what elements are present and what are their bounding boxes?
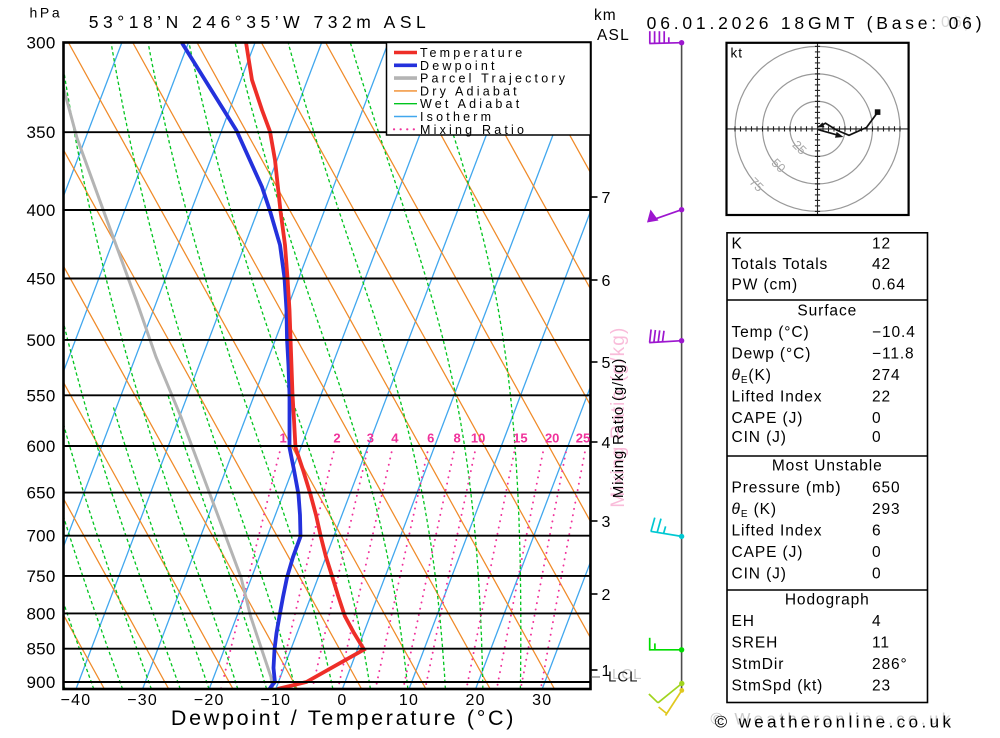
svg-text:4: 4	[872, 613, 882, 630]
svg-text:6: 6	[427, 431, 434, 446]
svg-text:CIN (J): CIN (J)	[732, 429, 787, 446]
svg-text:500: 500	[27, 331, 56, 350]
svg-text:2: 2	[333, 431, 340, 446]
svg-text:53°18’N 246°35’W 732m ASL: 53°18’N 246°35’W 732m ASL	[89, 12, 431, 32]
svg-text:25: 25	[576, 431, 590, 446]
svg-text:ASL: ASL	[597, 27, 630, 44]
svg-text:Hodograph: Hodograph	[785, 592, 870, 609]
svg-text:SREH: SREH	[732, 635, 779, 652]
svg-text:350: 350	[27, 123, 56, 142]
svg-text:550: 550	[27, 386, 56, 405]
svg-text:PW (cm): PW (cm)	[732, 277, 799, 294]
svg-text:06.01.2026 18GMT (Base: 06): 06.01.2026 18GMT (Base: 06)	[647, 13, 986, 33]
svg-text:Most Unstable: Most Unstable	[772, 458, 883, 475]
svg-text:11: 11	[872, 635, 890, 652]
svg-text:274: 274	[872, 367, 901, 384]
svg-text:6: 6	[872, 523, 882, 540]
svg-text:7: 7	[602, 190, 611, 207]
svg-text:300: 300	[27, 34, 56, 53]
svg-text:286°: 286°	[872, 656, 908, 673]
svg-text:6: 6	[602, 273, 611, 290]
svg-text:3: 3	[602, 514, 611, 531]
svg-text:600: 600	[27, 437, 56, 456]
svg-text:kt: kt	[731, 46, 744, 61]
svg-text:hPa: hPa	[30, 5, 63, 21]
svg-text:400: 400	[27, 201, 56, 220]
svg-text:293: 293	[872, 501, 901, 518]
svg-text:22: 22	[872, 389, 891, 406]
svg-text:900: 900	[27, 673, 56, 692]
svg-text:Temp (°C): Temp (°C)	[732, 324, 810, 341]
svg-text:EH: EH	[732, 613, 755, 630]
svg-text:850: 850	[27, 640, 56, 659]
svg-text:0: 0	[872, 544, 882, 561]
svg-text:42: 42	[872, 256, 891, 273]
svg-text:Lifted Index: Lifted Index	[732, 523, 823, 540]
svg-text:© weatheronline.co.uk: © weatheronline.co.uk	[715, 713, 955, 732]
svg-text:650: 650	[872, 480, 901, 497]
svg-text:−30: −30	[127, 692, 158, 709]
svg-text:Totals Totals: Totals Totals	[732, 256, 829, 273]
svg-text:0: 0	[872, 566, 882, 583]
svg-text:4: 4	[391, 431, 399, 446]
svg-text:Mixing Ratio (g/kg): Mixing Ratio (g/kg)	[608, 326, 629, 507]
svg-text:Mixing Ratio (g/kg): Mixing Ratio (g/kg)	[610, 358, 627, 498]
svg-text:Dewp (°C): Dewp (°C)	[732, 346, 812, 363]
svg-text:θE(K): θE(K)	[732, 367, 772, 386]
svg-text:Dewpoint / Temperature (°C): Dewpoint / Temperature (°C)	[171, 706, 516, 730]
svg-text:Isotherm: Isotherm	[420, 110, 494, 124]
svg-text:StmSpd (kt): StmSpd (kt)	[732, 678, 824, 695]
svg-text:CIN (J): CIN (J)	[732, 566, 787, 583]
svg-text:CAPE (J): CAPE (J)	[732, 544, 804, 561]
svg-text:Temperature: Temperature	[420, 46, 525, 60]
svg-text:800: 800	[27, 604, 56, 623]
svg-text:20: 20	[465, 692, 485, 709]
svg-text:2: 2	[602, 587, 611, 604]
svg-text:30: 30	[532, 692, 552, 709]
svg-text:Lifted Index: Lifted Index	[732, 389, 823, 406]
svg-text:4: 4	[602, 435, 611, 452]
svg-text:−40: −40	[61, 692, 92, 709]
svg-text:650: 650	[27, 484, 56, 503]
svg-text:8: 8	[453, 431, 460, 446]
svg-text:20: 20	[545, 431, 559, 446]
svg-text:θE (K): θE (K)	[732, 501, 777, 520]
svg-text:km: km	[594, 7, 617, 24]
svg-text:© Weatheronline.co.uk: © Weatheronline.co.uk	[710, 710, 953, 729]
svg-text:Mixing Ratio: Mixing Ratio	[420, 123, 527, 137]
svg-text:LCL: LCL	[608, 669, 639, 686]
svg-text:−11.8: −11.8	[872, 346, 915, 363]
svg-text:−10: −10	[260, 692, 291, 709]
svg-text:Pressure (mb): Pressure (mb)	[732, 480, 842, 497]
svg-text:23: 23	[872, 678, 891, 695]
svg-text:CAPE (J): CAPE (J)	[732, 410, 804, 427]
svg-text:0: 0	[872, 429, 882, 446]
svg-text:0.64: 0.64	[872, 277, 906, 294]
svg-text:750: 750	[27, 567, 56, 586]
svg-text:Dewpoint: Dewpoint	[420, 59, 498, 73]
svg-text:StmDir: StmDir	[732, 656, 785, 673]
svg-text:450: 450	[27, 270, 56, 289]
svg-text:12: 12	[872, 236, 891, 253]
svg-text:5: 5	[602, 355, 611, 372]
svg-text:Parcel Trajectory: Parcel Trajectory	[420, 72, 568, 86]
svg-text:Dry Adiabat: Dry Adiabat	[420, 84, 520, 98]
svg-text:−20: −20	[194, 692, 225, 709]
svg-text:K: K	[732, 236, 743, 253]
svg-text:10: 10	[399, 692, 419, 709]
svg-text:Surface: Surface	[797, 303, 857, 320]
svg-text:1: 1	[279, 431, 286, 446]
svg-text:1: 1	[602, 663, 611, 680]
svg-text:0: 0	[872, 410, 882, 427]
svg-text:0: 0	[337, 692, 347, 709]
svg-text:15: 15	[513, 431, 527, 446]
svg-text:06): 06)	[941, 14, 973, 31]
svg-text:−10.4: −10.4	[872, 324, 916, 341]
svg-text:10: 10	[471, 431, 485, 446]
svg-text:700: 700	[27, 527, 56, 546]
svg-text:3: 3	[367, 431, 374, 446]
svg-text:Wet Adiabat: Wet Adiabat	[420, 97, 522, 111]
svg-text:LCL: LCL	[612, 666, 643, 683]
